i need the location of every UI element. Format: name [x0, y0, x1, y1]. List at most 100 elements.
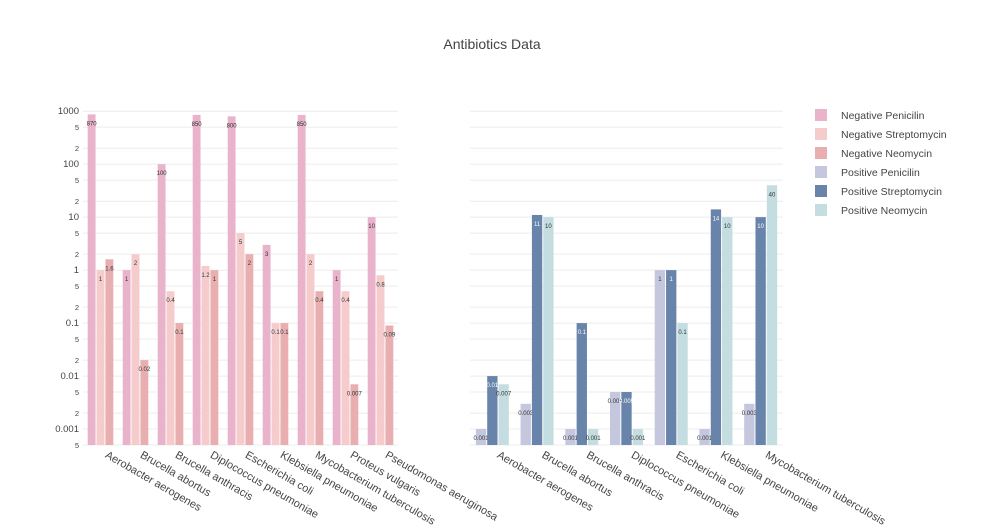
bar-value-label: 0.003: [518, 411, 534, 417]
bar[interactable]: [677, 323, 688, 445]
bar[interactable]: [262, 244, 271, 445]
bar-value-label: 850: [297, 122, 308, 128]
bar[interactable]: [297, 114, 306, 446]
bar[interactable]: [341, 291, 350, 445]
bar-value-label: 0.1: [175, 330, 184, 336]
bar[interactable]: [710, 209, 722, 445]
bar-value-label: 11: [534, 222, 541, 228]
legend-label: Negative Penicilin: [841, 110, 925, 122]
legend-item[interactable]: Negative Neomycin: [815, 147, 932, 160]
bar[interactable]: [610, 392, 621, 445]
bar[interactable]: [210, 270, 219, 445]
y-tick-label: 10: [68, 212, 79, 223]
bar[interactable]: [543, 217, 554, 445]
bar[interactable]: [350, 384, 359, 445]
bar[interactable]: [376, 275, 385, 445]
legend[interactable]: Negative Penicilin Negative Streptomycin N…: [815, 109, 947, 217]
right-panel-bars: 0.001 0.003 0.001 0.005 1 0.001 0.003 0.01 11 0.1…: [474, 185, 778, 445]
bar-value-label: 10: [545, 224, 552, 230]
bar[interactable]: [192, 114, 201, 446]
legend-item[interactable]: Positive Streptomycin: [815, 185, 942, 198]
bar[interactable]: [87, 114, 96, 445]
bar[interactable]: [699, 429, 710, 445]
legend-swatch: [815, 109, 827, 121]
bar[interactable]: [131, 254, 140, 445]
legend-swatch: [815, 204, 827, 216]
bar[interactable]: [520, 403, 531, 445]
bar[interactable]: [140, 360, 149, 445]
legend-label: Positive Neomycin: [841, 205, 928, 217]
bar[interactable]: [654, 270, 666, 445]
x-category-label: Brucella anthracis: [584, 449, 666, 503]
bar[interactable]: [157, 164, 166, 446]
y-tick-label: 1: [74, 265, 79, 276]
bar[interactable]: [587, 429, 599, 445]
bar[interactable]: [755, 217, 766, 445]
bar[interactable]: [166, 291, 175, 445]
bar-value-label: 0.007: [496, 391, 512, 397]
bar[interactable]: [744, 403, 755, 445]
y-minor-tick-label: 2: [75, 197, 79, 206]
bar[interactable]: [565, 429, 576, 445]
bar[interactable]: [332, 270, 341, 445]
legend-label: Negative Streptomycin: [841, 129, 947, 141]
bar[interactable]: [306, 254, 315, 445]
bar-value-label: 0.4: [315, 298, 324, 304]
bar-value-label: 0.005: [619, 399, 635, 405]
legend-item[interactable]: Positive Penicilin: [815, 166, 920, 179]
y-minor-tick-label: 2: [75, 250, 79, 259]
bar-value-label: 100: [157, 171, 168, 177]
y-minor-tick-label: 2: [75, 409, 79, 418]
bar-value-label: 0.003: [742, 411, 758, 417]
bar[interactable]: [475, 429, 487, 445]
bar[interactable]: [245, 254, 254, 445]
legend-item[interactable]: Negative Penicilin: [815, 109, 925, 122]
bar[interactable]: [487, 376, 498, 445]
bar-value-label: 10: [757, 224, 764, 230]
bar[interactable]: [766, 185, 778, 445]
bar-value-label: 0.001: [630, 436, 646, 442]
bar[interactable]: [175, 323, 184, 445]
y-minor-tick-label: 2: [75, 303, 79, 312]
bar[interactable]: [498, 384, 509, 445]
bar-value-label: 1: [213, 277, 217, 283]
bar-value-label: 0.005: [608, 399, 624, 405]
y-minor-tick-label: 5: [75, 335, 79, 344]
bar-value-label: 2: [134, 261, 138, 267]
legend-swatch: [815, 128, 827, 140]
legend-item[interactable]: Positive Neomycin: [815, 204, 928, 217]
y-minor-tick-label: 5: [75, 229, 79, 238]
bar[interactable]: [227, 116, 236, 445]
y-minor-tick-label: 5: [75, 388, 79, 397]
bar-value-label: 1: [670, 277, 674, 283]
bar[interactable]: [632, 429, 643, 445]
bar[interactable]: [367, 217, 376, 445]
legend-item[interactable]: Negative Streptomycin: [815, 128, 947, 141]
bar[interactable]: [315, 291, 324, 445]
bar[interactable]: [621, 392, 632, 445]
bar[interactable]: [666, 270, 677, 445]
bar[interactable]: [722, 217, 733, 445]
bar[interactable]: [122, 270, 131, 445]
bar-value-label: 0.4: [166, 298, 175, 304]
y-tick-label: 1000: [58, 106, 79, 117]
legend-swatch: [815, 185, 827, 197]
bar[interactable]: [385, 325, 394, 445]
bar[interactable]: [576, 323, 587, 445]
bar[interactable]: [280, 323, 289, 445]
bar[interactable]: [531, 214, 543, 445]
bar[interactable]: [105, 259, 114, 445]
bar-value-label: 1: [99, 277, 103, 283]
y-minor-tick-label: 5: [75, 441, 79, 450]
bar-value-label: 0.8: [376, 282, 385, 288]
bar[interactable]: [201, 265, 210, 445]
bar[interactable]: [96, 270, 105, 445]
y-tick-label: 100: [63, 159, 79, 170]
bar[interactable]: [236, 233, 245, 445]
legend-swatch: [815, 166, 827, 178]
bar-value-label: 3: [265, 252, 269, 258]
bar[interactable]: [271, 323, 280, 445]
